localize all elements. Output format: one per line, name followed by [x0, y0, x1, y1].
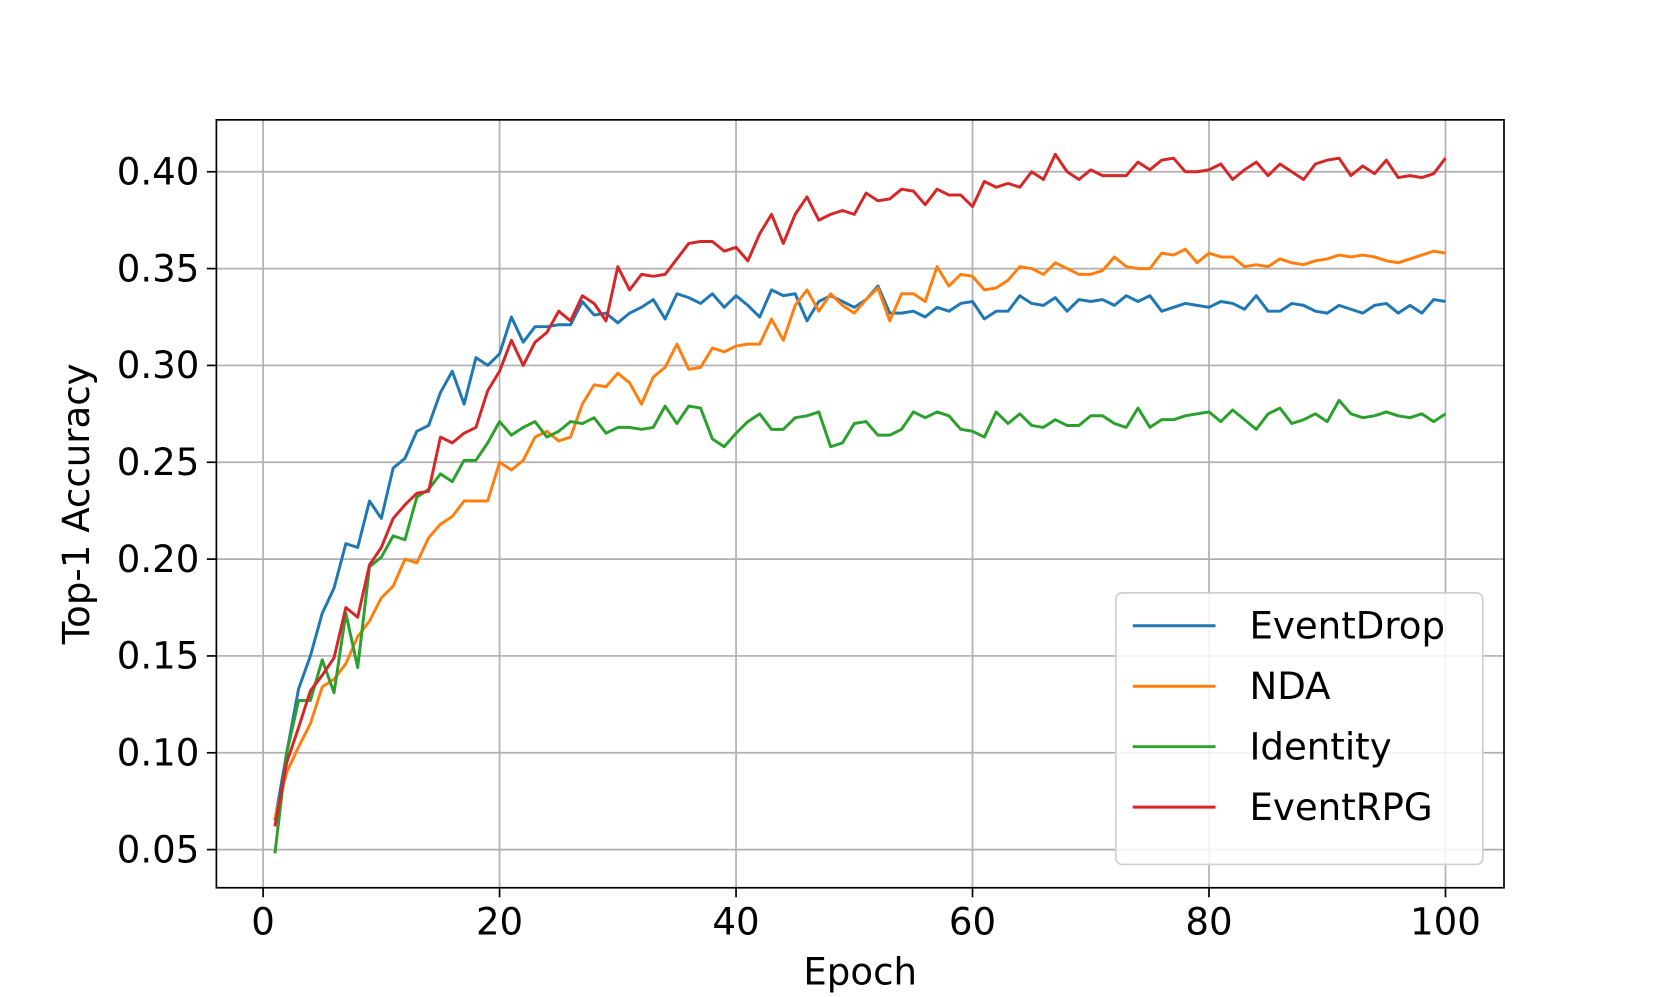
- x-tick-label: 40: [712, 900, 759, 943]
- x-axis-label: Epoch: [803, 950, 917, 993]
- y-tick-label: 0.15: [117, 635, 200, 678]
- legend-label: EventDrop: [1249, 605, 1445, 648]
- data-line: [273, 247, 1446, 819]
- legend-label: NDA: [1249, 665, 1331, 708]
- y-axis-label: Top-1 Accuracy: [55, 363, 98, 645]
- x-tick-label: 0: [251, 900, 275, 943]
- x-tick-label: 20: [476, 900, 523, 943]
- x-tick-label: 80: [1185, 900, 1232, 943]
- y-tick-label: 0.40: [117, 150, 200, 193]
- legend-label: EventRPG: [1249, 786, 1432, 829]
- y-tick-label: 0.25: [117, 441, 200, 484]
- x-tick-label: 100: [1410, 900, 1481, 943]
- legend-box: [1114, 592, 1484, 866]
- y-tick-label: 0.30: [117, 344, 200, 387]
- data-line: [273, 284, 1446, 821]
- plot-frame: [215, 119, 1505, 889]
- legend-label: Identity: [1249, 725, 1391, 768]
- x-tick-label: 60: [949, 900, 996, 943]
- y-tick-label: 0.35: [117, 247, 200, 290]
- y-tick-label: 0.20: [117, 538, 200, 581]
- legend: EventDrop NDA Identity EventRPG: [1114, 592, 1484, 866]
- data-line: [273, 398, 1447, 854]
- y-tick-label: 0.05: [117, 828, 200, 871]
- y-tick-label: 0.10: [117, 731, 200, 774]
- data-line: [273, 152, 1447, 827]
